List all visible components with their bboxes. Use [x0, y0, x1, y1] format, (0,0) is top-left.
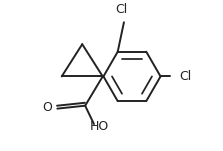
Text: Cl: Cl	[116, 3, 128, 16]
Text: HO: HO	[90, 120, 109, 133]
Text: Cl: Cl	[180, 70, 192, 83]
Text: O: O	[42, 101, 52, 114]
